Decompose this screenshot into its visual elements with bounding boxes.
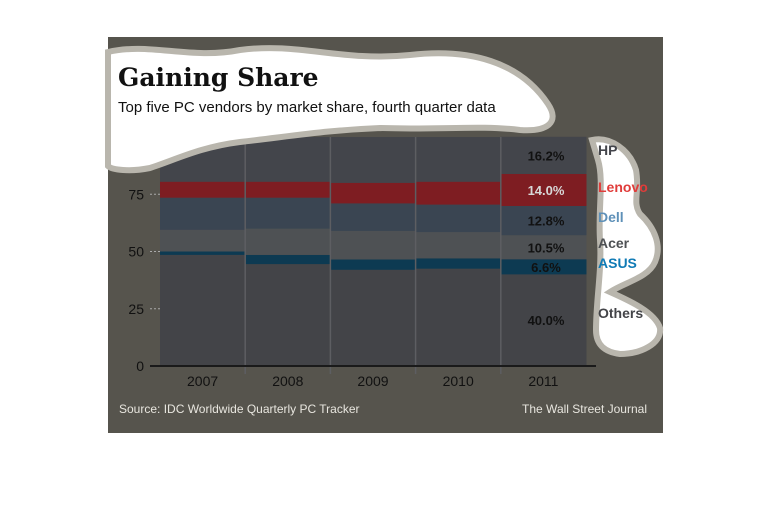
band-acer-2008 (245, 228, 331, 255)
band-hp-2010 (415, 137, 502, 182)
band-dell-2010 (415, 204, 502, 233)
y-tick-label: 0 (136, 358, 144, 374)
band-asus-2011 (500, 259, 587, 275)
band-lenovo-2007 (160, 181, 246, 198)
legend-dell: Dell (598, 209, 624, 225)
band-lenovo-2009 (330, 182, 417, 204)
band-acer-2010 (415, 232, 502, 259)
band-hp-2009 (330, 137, 417, 183)
band-acer-2011 (500, 235, 587, 260)
legend-asus: ASUS (598, 255, 637, 271)
y-tick-label: 75 (128, 186, 144, 202)
legend-acer: Acer (598, 235, 630, 251)
x-tick-label: 2008 (272, 373, 303, 389)
band-lenovo-2011 (500, 173, 587, 206)
band-others-2007 (160, 254, 246, 366)
legend: HP Lenovo Dell Acer ASUS Others (598, 142, 648, 321)
legend-hp: HP (598, 142, 617, 158)
band-lenovo-2008 (245, 181, 331, 198)
x-tick-labels: 2007 2008 2009 2010 2011 (187, 373, 559, 389)
band-dell-2009 (330, 203, 417, 231)
chart-subtitle: Top five PC vendors by market share, fou… (118, 99, 496, 116)
x-tick-label: 2007 (187, 373, 218, 389)
data-label-lenovo: 14.0% (528, 183, 565, 198)
data-label-others: 40.0% (528, 313, 565, 328)
band-others-2011 (500, 274, 587, 366)
band-asus-2009 (330, 259, 417, 270)
data-labels: 16.2% 14.0% 12.8% 10.5% 6.6% 40.0% (528, 148, 565, 328)
year-dividers (244, 137, 502, 374)
legend-lenovo: Lenovo (598, 179, 648, 195)
data-label-dell: 12.8% (528, 214, 565, 229)
band-others-2010 (415, 268, 502, 366)
band-others-2008 (245, 264, 331, 366)
torn-paper-title (105, 45, 556, 174)
x-tick-label: 2010 (443, 373, 474, 389)
band-acer-2007 (160, 229, 246, 252)
band-acer-2009 (330, 230, 417, 260)
data-label-hp: 16.2% (528, 148, 565, 163)
band-asus-2010 (415, 258, 502, 269)
band-lenovo-2010 (415, 181, 502, 205)
y-tick-label: 50 (128, 244, 144, 260)
band-dell-2007 (160, 197, 246, 230)
band-others-2009 (330, 269, 417, 366)
band-asus-2007 (160, 251, 246, 255)
credit: The Wall Street Journal (522, 402, 647, 416)
y-tick-label: 25 (128, 301, 144, 317)
band-hp-2008 (245, 137, 331, 182)
data-label-acer: 10.5% (528, 240, 565, 255)
legend-others: Others (598, 305, 643, 321)
chart-title: Gaining Share (118, 63, 319, 92)
x-tick-label: 2011 (528, 373, 558, 389)
band-asus-2008 (245, 254, 331, 265)
band-hp-2011 (500, 136, 587, 174)
data-label-asus: 6.6% (531, 260, 561, 275)
source-note: Source: IDC Worldwide Quarterly PC Track… (119, 402, 360, 416)
band-dell-2008 (245, 197, 331, 229)
torn-paper-legend (588, 136, 664, 358)
x-tick-label: 2009 (357, 373, 388, 389)
stacked-bands (160, 136, 587, 366)
band-dell-2011 (500, 205, 587, 236)
